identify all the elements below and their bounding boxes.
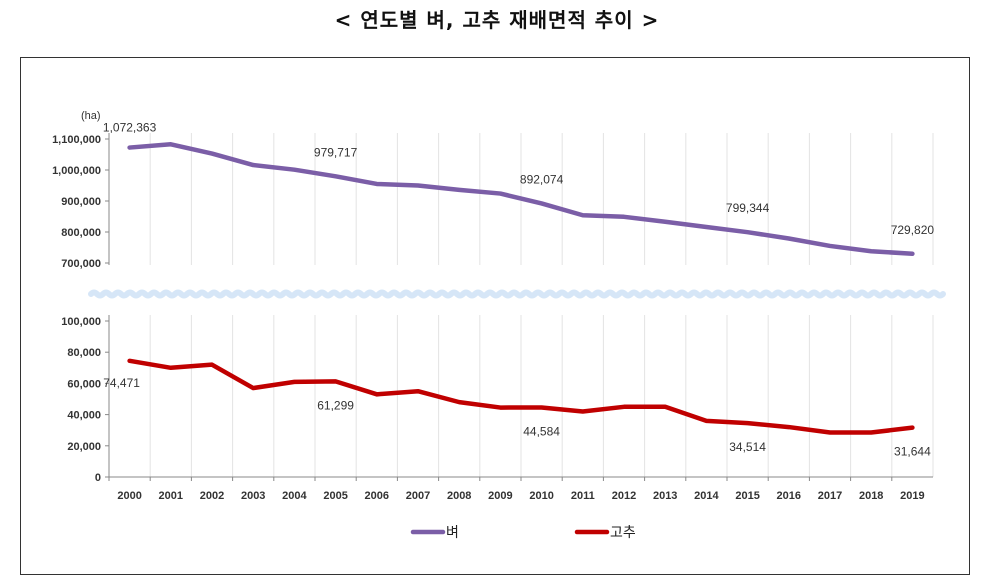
data-label: 892,074 — [520, 172, 564, 186]
x-tick-label: 2010 — [529, 490, 553, 502]
data-labels: 1,072,363 979,717 892,074 799,344 729,820 74,… — [103, 121, 935, 459]
y-tick-label: 80,000 — [67, 347, 101, 359]
grid — [108, 133, 934, 477]
y-tick-label: 1,000,000 — [52, 165, 101, 177]
x-tick-label: 2016 — [777, 490, 801, 502]
x-tick-label: 2015 — [735, 490, 759, 502]
data-label: 1,072,363 — [103, 121, 157, 135]
data-label: 799,344 — [726, 201, 770, 215]
axis-break — [88, 289, 946, 299]
y-tick-label: 60,000 — [67, 378, 101, 390]
y-unit-label: (ha) — [81, 110, 101, 122]
x-tick-label: 2008 — [447, 490, 471, 502]
legend-label: 벼 — [446, 525, 459, 541]
y-tick-label: 800,000 — [61, 227, 101, 239]
x-tick-label: 2012 — [612, 490, 636, 502]
x-tick-label: 2018 — [859, 490, 883, 502]
x-tick-label: 2004 — [282, 490, 307, 502]
y-tick-label: 40,000 — [67, 410, 101, 422]
data-label: 61,299 — [317, 398, 354, 412]
x-tick-label: 2011 — [571, 490, 595, 502]
data-label: 44,584 — [523, 424, 560, 438]
x-tick-label: 2001 — [159, 490, 183, 502]
series-line-rice — [127, 142, 915, 257]
x-tick-label: 2019 — [900, 490, 924, 502]
chart-frame: 1,072,363 979,717 892,074 799,344 729,820 74,… — [20, 57, 970, 575]
y-tick-label: 0 — [95, 472, 101, 484]
x-tick-label: 2009 — [488, 490, 512, 502]
x-tick-label: 2014 — [694, 490, 719, 502]
y-tick-label: 100,000 — [61, 316, 101, 328]
x-tick-label: 2005 — [323, 490, 347, 502]
y-tick-label: 900,000 — [61, 196, 101, 208]
data-label: 34,514 — [729, 440, 766, 454]
x-tick-label: 2000 — [117, 490, 141, 502]
series-lines — [127, 142, 915, 435]
x-tick-label: 2007 — [406, 490, 430, 502]
data-label: 979,717 — [314, 145, 358, 159]
axes — [105, 133, 933, 481]
line-chart: 1,072,363 979,717 892,074 799,344 729,820 74,… — [52, 110, 946, 541]
x-tick-label: 2013 — [653, 490, 677, 502]
data-label: 729,820 — [891, 223, 935, 237]
chart-title: < 연도별 벼, 고추 재배면적 추이 > — [334, 8, 660, 32]
legend: 벼 고추 — [410, 525, 636, 541]
x-tick-label: 2002 — [200, 490, 224, 502]
data-label: 74,471 — [103, 376, 140, 390]
y-tick-label: 1,100,000 — [52, 134, 101, 146]
data-label: 31,644 — [894, 445, 931, 459]
y-tick-label: 700,000 — [61, 258, 101, 270]
x-tick-label: 2017 — [818, 490, 842, 502]
x-tick-label: 2006 — [365, 490, 389, 502]
y-tick-label: 20,000 — [67, 441, 101, 453]
axis-break-wave — [88, 289, 946, 299]
legend-label: 고추 — [610, 525, 636, 541]
tick-labels: 700,000 800,000 900,000 1,000,000 1,100,000 0… — [52, 110, 925, 502]
series-line-pepper — [127, 358, 915, 435]
x-tick-label: 2003 — [241, 490, 265, 502]
